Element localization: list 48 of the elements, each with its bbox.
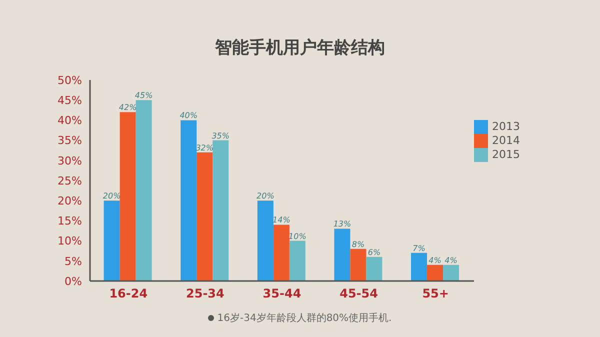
y-tick-label: 40%: [58, 114, 82, 128]
y-tick-label: 15%: [58, 214, 82, 228]
data-label: 4%: [444, 256, 458, 265]
bar: [427, 264, 444, 281]
data-label: 4%: [428, 256, 442, 265]
legend-label: 2014: [492, 134, 520, 148]
x-tick-label: 16-24: [109, 286, 148, 301]
data-label: 8%: [352, 240, 365, 249]
bar: [289, 240, 306, 281]
bar: [273, 224, 290, 281]
chart-title: 智能手机用户年龄结构: [214, 37, 386, 59]
bar: [196, 152, 213, 281]
bar: [120, 112, 136, 281]
data-label: 13%: [333, 220, 352, 229]
y-tick-label: 45%: [58, 94, 82, 108]
legend-label: 2013: [492, 120, 520, 134]
bar: [350, 248, 366, 281]
x-tick-label: 55+: [422, 286, 449, 301]
data-label: 20%: [256, 192, 274, 201]
bar: [411, 252, 428, 281]
bar: [180, 120, 197, 281]
bar: [334, 228, 350, 281]
data-label: 40%: [180, 111, 198, 120]
bar: [257, 200, 274, 281]
text: 16岁-34岁年龄段人群的80%使用手机.: [217, 313, 392, 324]
y-tick-label: 10%: [58, 234, 82, 248]
y-tick-label: 50%: [58, 74, 82, 87]
data-label: 42%: [118, 103, 137, 112]
data-label: 6%: [368, 248, 381, 257]
bar: [366, 256, 382, 281]
x-tick-label: 35-44: [262, 286, 302, 301]
data-label: 35%: [212, 131, 230, 140]
bar: [104, 200, 120, 281]
bar: [136, 100, 152, 281]
bar: [443, 264, 460, 281]
data-label: 7%: [412, 244, 426, 253]
x-tick-label: 45-54: [340, 286, 378, 301]
y-tick-label: 25%: [58, 174, 82, 188]
y-tick-label: 5%: [64, 254, 82, 268]
data-label: 45%: [134, 91, 153, 100]
legend-label: 2015: [492, 148, 520, 162]
y-tick-label: 35%: [58, 134, 82, 148]
x-tick-label: 25-34: [186, 286, 224, 301]
bar: [212, 140, 229, 281]
data-label: 20%: [102, 192, 121, 201]
y-tick-label: 20%: [58, 194, 82, 208]
y-tick-label: 0%: [64, 274, 82, 288]
y-tick-label: 30%: [58, 154, 82, 168]
